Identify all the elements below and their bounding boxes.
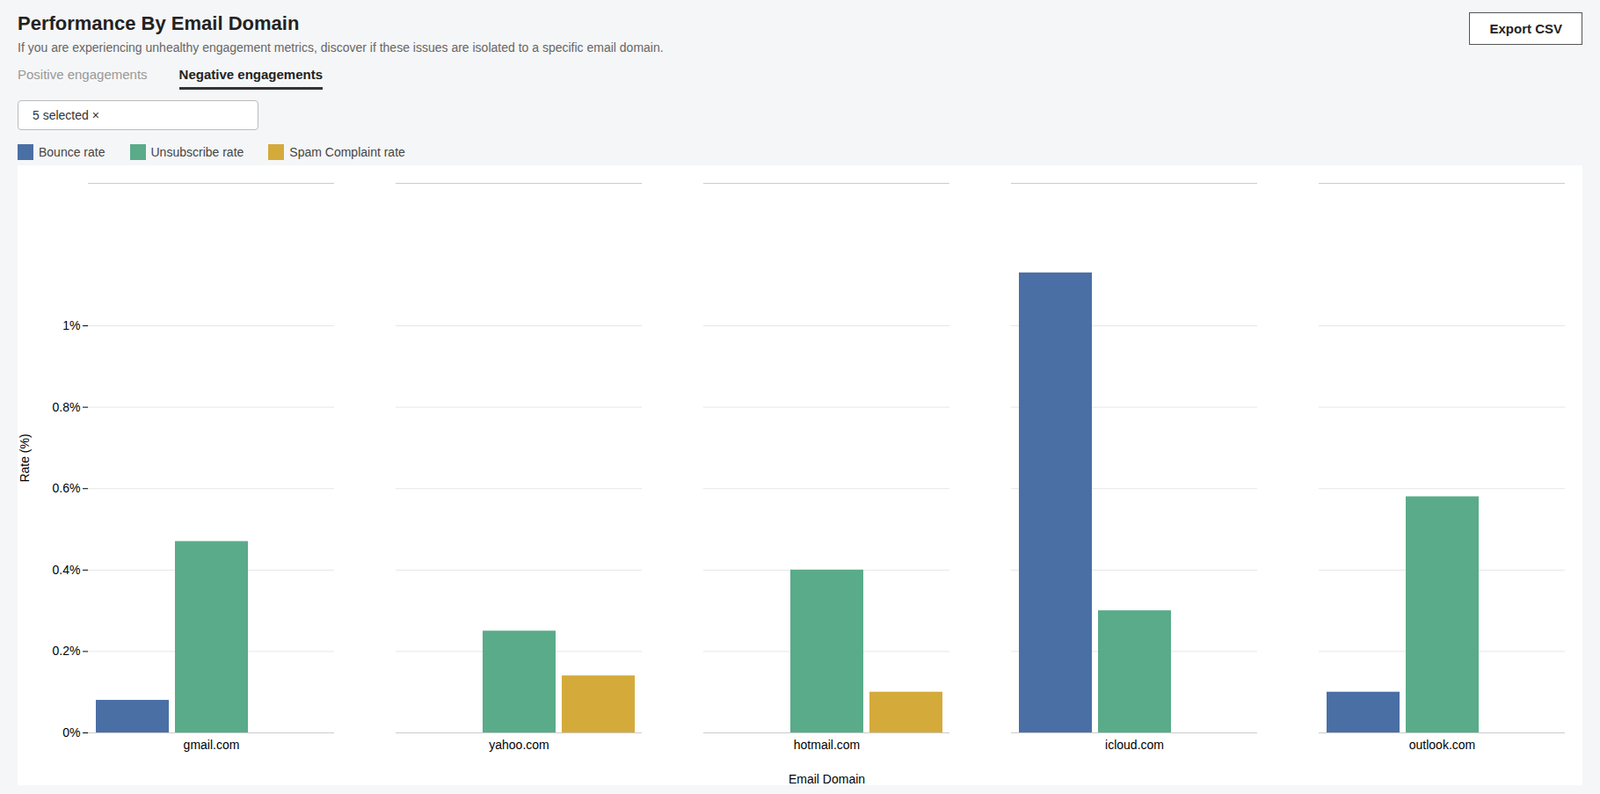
html-text:Bounce rate: Bounce rate bbox=[38, 145, 106, 160]
svg-text:0.4%: 0.4% bbox=[52, 562, 81, 577]
svg-text:1%: 1% bbox=[62, 318, 80, 333]
html-text:Export CSV: Export CSV bbox=[1489, 21, 1563, 37]
html-text:Performance By Email Domain: Performance By Email Domain bbox=[17, 12, 300, 35]
svg-text:0%: 0% bbox=[62, 725, 80, 740]
html-text:5 selected ×: 5 selected × bbox=[32, 108, 100, 123]
svg-text:yahoo.com: yahoo.com bbox=[488, 737, 549, 752]
html-text:Spam Complaint rate: Spam Complaint rate bbox=[289, 145, 406, 160]
html-text:Positive engagements: Positive engagements bbox=[17, 66, 148, 82]
svg-text:0.8%: 0.8% bbox=[52, 400, 81, 415]
svg-text:outlook.com: outlook.com bbox=[1409, 737, 1476, 752]
svg-text:0.6%: 0.6% bbox=[52, 480, 81, 495]
svg-text:gmail.com: gmail.com bbox=[183, 737, 240, 752]
html-text:If you are experiencing unheal: If you are experiencing unhealthy engage… bbox=[17, 40, 664, 55]
svg-text:Email Domain: Email Domain bbox=[788, 771, 866, 786]
html-text:Unsubscribe rate: Unsubscribe rate bbox=[150, 145, 244, 160]
svg-text:icloud.com: icloud.com bbox=[1105, 737, 1164, 752]
html-text:Negative engagements: Negative engagements bbox=[178, 66, 323, 82]
svg-text:Rate (%): Rate (%) bbox=[17, 433, 32, 482]
svg-text:0.2%: 0.2% bbox=[52, 643, 81, 658]
svg-text:hotmail.com: hotmail.com bbox=[793, 737, 860, 752]
